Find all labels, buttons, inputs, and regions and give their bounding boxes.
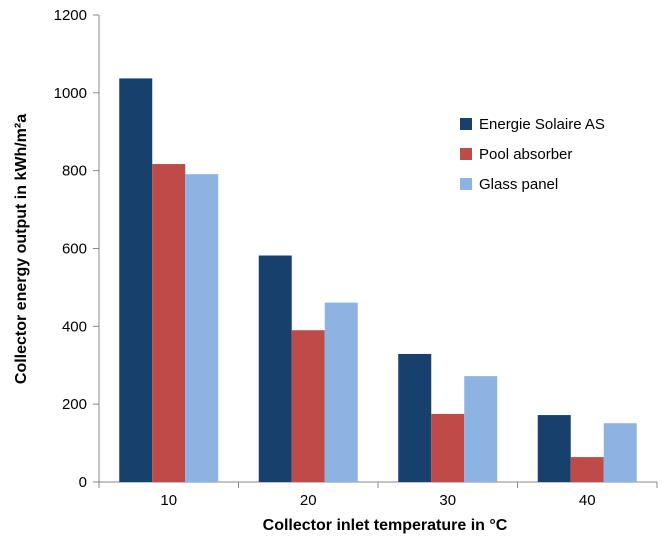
bar-energie-solaire-as-10 <box>119 78 153 482</box>
bar-glass-panel-40 <box>603 423 637 482</box>
bar-pool-absorber-40 <box>570 457 604 482</box>
legend-label: Energie Solaire AS <box>479 116 605 133</box>
y-tick-label: 1000 <box>54 85 87 102</box>
y-axis-title: Collector energy output in kWh/m²a <box>13 114 30 384</box>
tick-labels: 0 200 400 600 800 1000 1200 10 20 30 40 <box>54 7 596 509</box>
legend-swatch <box>460 118 472 130</box>
bar-pool-absorber-10 <box>152 164 186 482</box>
bar-glass-panel-20 <box>324 302 358 482</box>
bar-energie-solaire-as-30 <box>398 353 432 482</box>
x-axis-title: Collector inlet temperature in °C <box>263 517 508 534</box>
bar-glass-panel-10 <box>185 174 219 482</box>
bar-energie-solaire-as-40 <box>537 415 571 482</box>
x-tick-label: 40 <box>579 492 596 509</box>
x-tick-label: 20 <box>300 492 317 509</box>
bar-glass-panel-30 <box>464 376 498 482</box>
legend: Energie Solaire AS Pool absorber Glass pan… <box>460 116 605 193</box>
y-tick-label: 1200 <box>54 7 87 24</box>
legend-label: Pool absorber <box>479 146 572 163</box>
legend-swatch <box>460 148 472 160</box>
bar-energie-solaire-as-20 <box>258 255 292 482</box>
y-tick-label: 800 <box>62 163 87 180</box>
bars <box>119 78 637 482</box>
x-tick-label: 10 <box>160 492 177 509</box>
bar-pool-absorber-20 <box>291 330 325 482</box>
legend-label: Glass panel <box>479 176 558 193</box>
y-tick-label: 0 <box>79 474 87 491</box>
x-tick-label: 30 <box>439 492 456 509</box>
y-tick-label: 200 <box>62 396 87 413</box>
bar-pool-absorber-30 <box>431 413 465 482</box>
y-tick-label: 400 <box>62 318 87 335</box>
legend-swatch <box>460 178 472 190</box>
y-tick-label: 600 <box>62 241 87 258</box>
